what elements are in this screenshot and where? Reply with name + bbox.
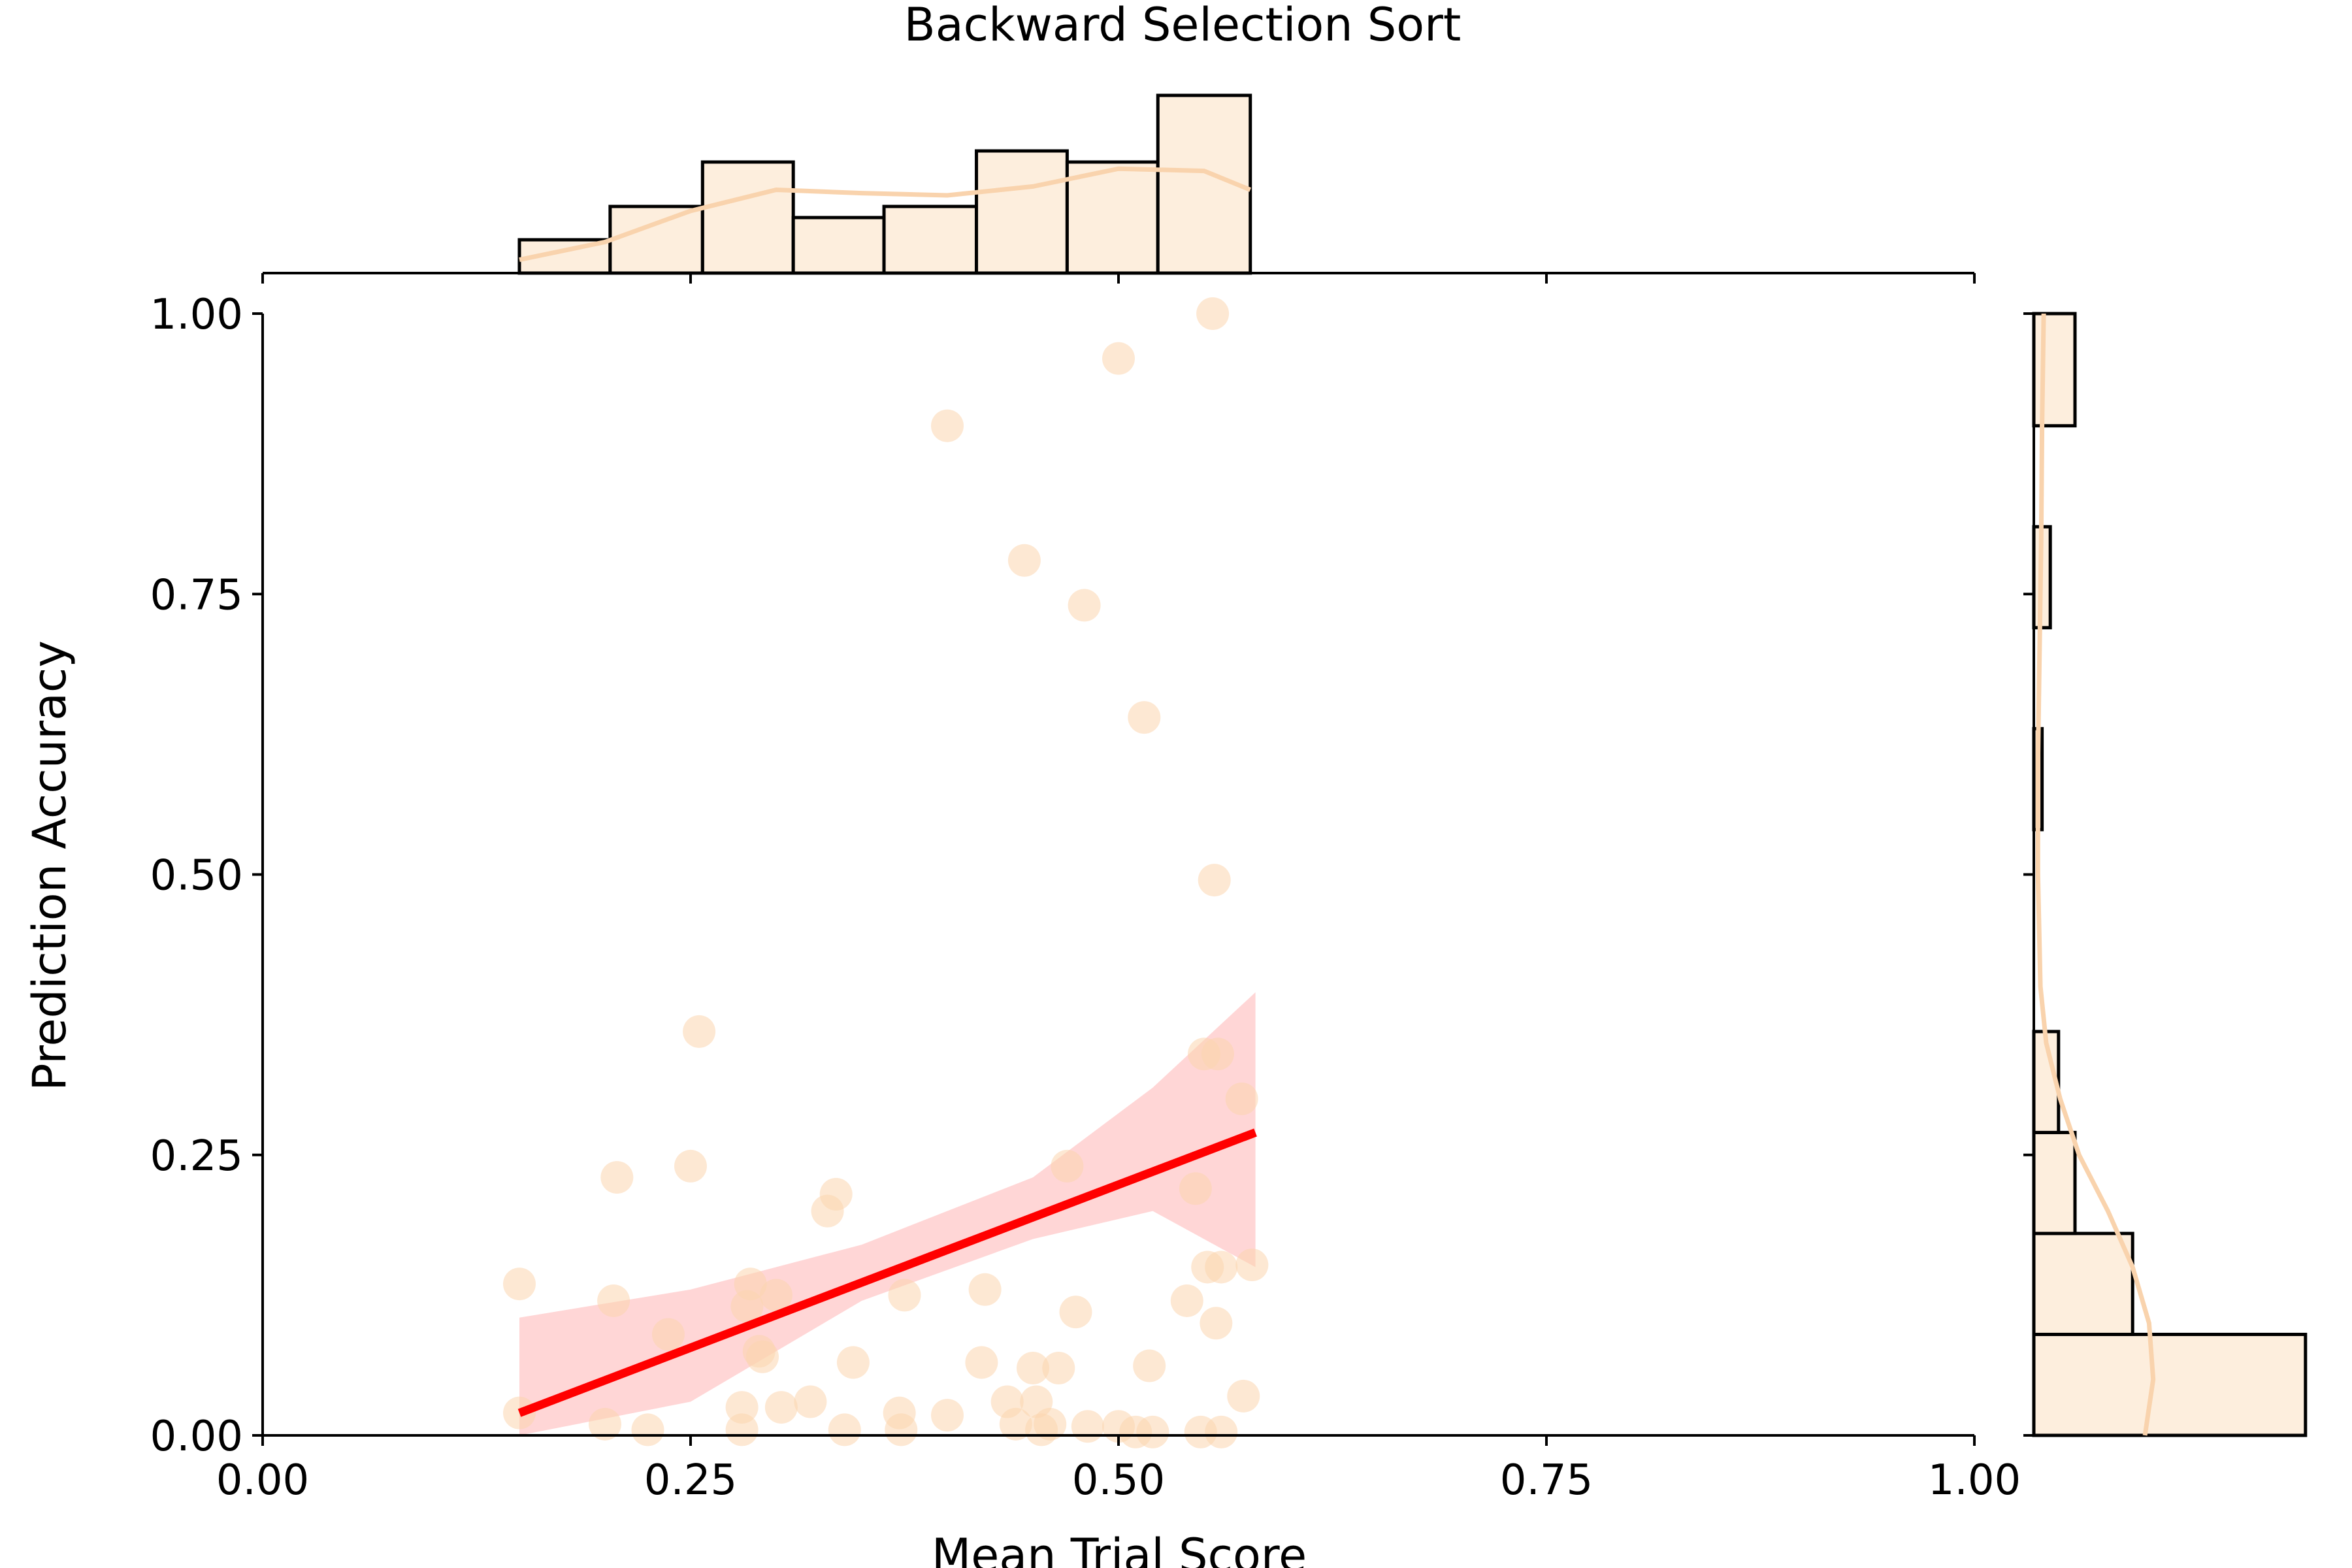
scatter-point-45 [1133, 1349, 1166, 1382]
confidence-band-layer [519, 992, 1256, 1435]
scatter-point-55 [1201, 1037, 1234, 1071]
y-tick-label-4: 1.00 [150, 291, 244, 339]
y-tick-label-1: 0.25 [150, 1132, 244, 1181]
scatter-point-35 [1034, 1407, 1067, 1441]
marginal-y-bar-2 [2032, 1130, 2077, 1235]
scatter-point-39 [1068, 589, 1101, 622]
scatter-point-16 [764, 1391, 798, 1424]
scatter-point-27 [965, 1346, 998, 1379]
scatter-point-10 [725, 1413, 759, 1446]
scatter-point-40 [1071, 1410, 1104, 1443]
marginal-x-bar-3 [791, 216, 886, 275]
scatter-point-24 [888, 1279, 921, 1312]
y-tick-label-2: 0.50 [150, 852, 244, 900]
marginal-y-histogram [2023, 312, 2308, 1437]
scatter-point-12 [734, 1267, 767, 1301]
scatter-point-48 [1179, 1172, 1212, 1205]
scatter-point-7 [674, 1149, 707, 1183]
scatter-point-4 [600, 1161, 634, 1194]
scatter-point-17 [794, 1385, 827, 1418]
regression-confidence-band [519, 992, 1256, 1435]
scatter-point-21 [836, 1346, 870, 1379]
scatter-point-37 [1051, 1149, 1084, 1183]
scatter-point-30 [999, 1407, 1032, 1441]
scatter-point-6 [651, 1318, 685, 1351]
scatter-point-41 [1102, 342, 1135, 375]
scatter-point-26 [931, 409, 964, 442]
scatter-point-0 [503, 1267, 536, 1301]
marginal-x-bar-2 [700, 160, 795, 275]
scatter-point-28 [968, 1273, 1002, 1306]
main-scatter-panel: 0.000.00 0.25 0.25 0.50 0.50 0.75 0.75 1.00 1.00 [150, 291, 2021, 1505]
scatter-point-20 [828, 1413, 861, 1446]
scatter-point-56 [1205, 1250, 1238, 1284]
x-tick-label-0: 0.00 [216, 1456, 310, 1505]
marginal-x-histogram [261, 93, 1976, 284]
marginal-y-bar-10 [2032, 312, 2077, 428]
scatter-point-53 [1198, 864, 1231, 897]
scatter-point-52 [1196, 297, 1230, 330]
marginal-x-bar-1 [608, 204, 704, 275]
y-tick-label-0: 0.00 [150, 1413, 244, 1461]
regression-line [517, 1128, 1257, 1417]
scatter-point-57 [1205, 1415, 1238, 1448]
x-tick-label-1: 0.25 [644, 1456, 738, 1505]
scatter-point-19 [819, 1177, 853, 1211]
scatter-point-9 [725, 1391, 759, 1424]
scatter-point-58 [1225, 1082, 1258, 1115]
scatter-point-36 [1042, 1351, 1075, 1384]
marginal-x-bar-6 [1065, 160, 1160, 275]
regression-layer [517, 1128, 1257, 1417]
ticks-layer: 0.000.00 0.25 0.25 0.50 0.50 0.75 0.75 1.00 1.00 [150, 291, 2021, 1505]
marginal-y-bar-1 [2032, 1232, 2134, 1336]
scatter-point-8 [683, 1015, 716, 1048]
chart-title: Backward Selection Sort [904, 0, 1462, 52]
x-tick-label-3: 0.75 [1500, 1456, 1593, 1505]
marginal-x-bar-4 [882, 204, 979, 275]
scatter-point-31 [1007, 544, 1041, 577]
y-axis-label: Prediction Accuracy [23, 640, 76, 1091]
scatter-point-47 [1170, 1284, 1203, 1317]
scatter-point-32 [1017, 1351, 1049, 1384]
marginal-y-kde [2035, 313, 2156, 1436]
scatter-point-44 [1128, 701, 1161, 734]
scatter-point-59 [1227, 1379, 1260, 1413]
marginal-x-kde [519, 166, 1252, 263]
marginal-x-bar-5 [975, 149, 1069, 275]
scatter-point-2 [589, 1407, 621, 1441]
x-tick-label-4: 1.00 [1928, 1456, 2021, 1505]
scatter-point-46 [1136, 1415, 1169, 1448]
y-tick-label-3: 0.75 [150, 571, 244, 619]
scatter-point-25 [931, 1399, 964, 1432]
marginal-y-bar-0 [2032, 1332, 2308, 1437]
x-axis-label: Mean Trial Score [932, 1529, 1307, 1568]
scatter-point-38 [1059, 1296, 1092, 1329]
scatter-point-15 [760, 1279, 792, 1312]
scatter-point-14 [746, 1340, 779, 1373]
scatter-point-23 [885, 1413, 918, 1446]
scatter-point-3 [597, 1284, 630, 1317]
scatter-point-5 [631, 1413, 664, 1446]
x-tick-label-2: 0.50 [1072, 1456, 1166, 1505]
axes-layer [261, 314, 1974, 1437]
scatter-points-layer [503, 297, 1269, 1448]
scatter-point-54 [1200, 1307, 1233, 1340]
scatter-point-60 [1235, 1249, 1269, 1282]
